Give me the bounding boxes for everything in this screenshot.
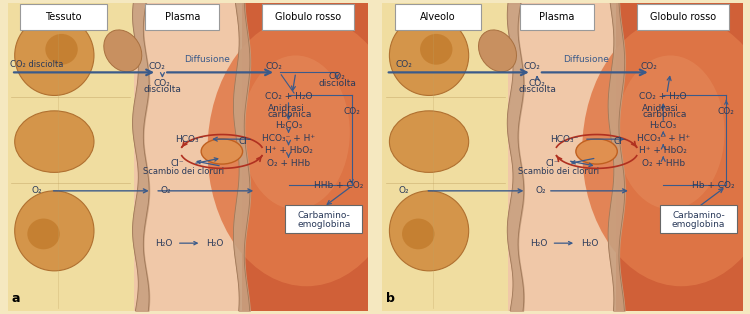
Text: a: a bbox=[11, 292, 20, 305]
Ellipse shape bbox=[389, 15, 469, 95]
Ellipse shape bbox=[45, 34, 78, 65]
Text: Cl⁻: Cl⁻ bbox=[545, 159, 559, 168]
Ellipse shape bbox=[616, 56, 724, 209]
Text: Diffusione: Diffusione bbox=[562, 55, 609, 64]
Text: H⁺ + HbO₂: H⁺ + HbO₂ bbox=[265, 146, 313, 155]
Ellipse shape bbox=[104, 30, 142, 72]
Text: CO₂: CO₂ bbox=[154, 78, 171, 88]
Text: H₂O: H₂O bbox=[155, 239, 173, 248]
Ellipse shape bbox=[389, 111, 469, 172]
Text: O₂ + HHb: O₂ + HHb bbox=[267, 159, 310, 168]
Text: Plasma: Plasma bbox=[164, 12, 200, 22]
Text: CO₂ + H₂O: CO₂ + H₂O bbox=[265, 93, 312, 101]
Bar bbox=[242, 3, 368, 311]
Text: carbonica: carbonica bbox=[642, 110, 687, 119]
FancyBboxPatch shape bbox=[637, 4, 729, 30]
Ellipse shape bbox=[582, 15, 750, 286]
Ellipse shape bbox=[208, 15, 406, 286]
FancyBboxPatch shape bbox=[20, 4, 106, 30]
Text: Diffusione: Diffusione bbox=[184, 55, 230, 64]
Text: Anidrasi: Anidrasi bbox=[642, 105, 679, 113]
Text: O₂: O₂ bbox=[398, 186, 410, 195]
Text: Globulo rosso: Globulo rosso bbox=[650, 12, 716, 22]
FancyBboxPatch shape bbox=[146, 4, 219, 30]
Bar bbox=[509, 3, 616, 311]
Ellipse shape bbox=[201, 139, 242, 164]
Text: Carbamino-: Carbamino- bbox=[298, 211, 350, 220]
Ellipse shape bbox=[420, 34, 452, 65]
Text: disciolta: disciolta bbox=[318, 79, 356, 88]
Text: O₂: O₂ bbox=[536, 186, 546, 195]
Text: H₂O: H₂O bbox=[530, 239, 548, 248]
Text: Cl⁻: Cl⁻ bbox=[171, 159, 184, 168]
Text: Cl⁻: Cl⁻ bbox=[614, 137, 627, 146]
Text: Cl⁻: Cl⁻ bbox=[238, 137, 252, 146]
Ellipse shape bbox=[15, 15, 94, 95]
Ellipse shape bbox=[389, 191, 469, 271]
Text: H₂O: H₂O bbox=[206, 239, 224, 248]
FancyBboxPatch shape bbox=[285, 205, 362, 233]
Ellipse shape bbox=[27, 219, 60, 249]
FancyBboxPatch shape bbox=[660, 205, 737, 233]
Text: Alveolo: Alveolo bbox=[420, 12, 456, 22]
Ellipse shape bbox=[15, 111, 94, 172]
Text: Anidrasi: Anidrasi bbox=[268, 105, 305, 113]
Text: HHb + CO₂: HHb + CO₂ bbox=[314, 181, 364, 190]
Ellipse shape bbox=[242, 56, 350, 209]
Text: HCO₃⁻: HCO₃⁻ bbox=[176, 135, 204, 143]
Text: b: b bbox=[386, 292, 394, 305]
Bar bbox=[8, 3, 134, 311]
Text: O₂ + HHb: O₂ + HHb bbox=[642, 159, 685, 168]
Text: Globulo rosso: Globulo rosso bbox=[275, 12, 341, 22]
Text: Carbamino-: Carbamino- bbox=[672, 211, 725, 220]
Ellipse shape bbox=[15, 191, 94, 271]
Text: H₂CO₃: H₂CO₃ bbox=[650, 121, 676, 130]
Ellipse shape bbox=[478, 30, 517, 72]
Text: Plasma: Plasma bbox=[539, 12, 574, 22]
Text: CO₂: CO₂ bbox=[395, 60, 412, 69]
Text: CO₂: CO₂ bbox=[524, 62, 540, 71]
Text: Scambio dei cloruri: Scambio dei cloruri bbox=[518, 167, 599, 176]
Text: H₂O: H₂O bbox=[580, 239, 598, 248]
Text: CO₂: CO₂ bbox=[148, 62, 166, 71]
Bar bbox=[134, 3, 242, 311]
Bar bbox=[616, 3, 742, 311]
Text: carbonica: carbonica bbox=[268, 110, 312, 119]
Text: CO₂: CO₂ bbox=[640, 62, 657, 71]
Text: O₂: O₂ bbox=[160, 186, 171, 195]
Text: CO₂: CO₂ bbox=[718, 107, 735, 116]
Text: HCO₃⁻: HCO₃⁻ bbox=[550, 135, 578, 143]
FancyBboxPatch shape bbox=[394, 4, 482, 30]
Text: H⁺ + HbO₂: H⁺ + HbO₂ bbox=[639, 146, 687, 155]
Text: CO₂: CO₂ bbox=[529, 78, 545, 88]
Text: Tessuto: Tessuto bbox=[45, 12, 82, 22]
Text: emoglobina: emoglobina bbox=[297, 219, 350, 229]
Bar bbox=[382, 3, 508, 311]
Text: HCO₃⁻ + H⁺: HCO₃⁻ + H⁺ bbox=[637, 134, 690, 143]
Text: CO₂ disciolta: CO₂ disciolta bbox=[10, 60, 63, 69]
Text: disciolta: disciolta bbox=[518, 85, 556, 95]
FancyBboxPatch shape bbox=[520, 4, 594, 30]
Text: HCO₃⁻ + H⁺: HCO₃⁻ + H⁺ bbox=[262, 134, 315, 143]
FancyBboxPatch shape bbox=[262, 4, 354, 30]
Text: CO₂: CO₂ bbox=[344, 107, 360, 116]
Text: CO₂: CO₂ bbox=[328, 73, 346, 82]
Text: emoglobina: emoglobina bbox=[672, 219, 725, 229]
Text: H₂CO₃: H₂CO₃ bbox=[275, 121, 302, 130]
Ellipse shape bbox=[402, 219, 434, 249]
Text: CO₂: CO₂ bbox=[266, 62, 283, 71]
Text: Hb + CO₂: Hb + CO₂ bbox=[692, 181, 735, 190]
Text: CO₂ + H₂O: CO₂ + H₂O bbox=[640, 93, 687, 101]
Text: O₂: O₂ bbox=[31, 186, 42, 195]
Text: disciolta: disciolta bbox=[143, 85, 182, 95]
Ellipse shape bbox=[576, 139, 617, 164]
Text: Scambio dei cloruri: Scambio dei cloruri bbox=[143, 167, 224, 176]
